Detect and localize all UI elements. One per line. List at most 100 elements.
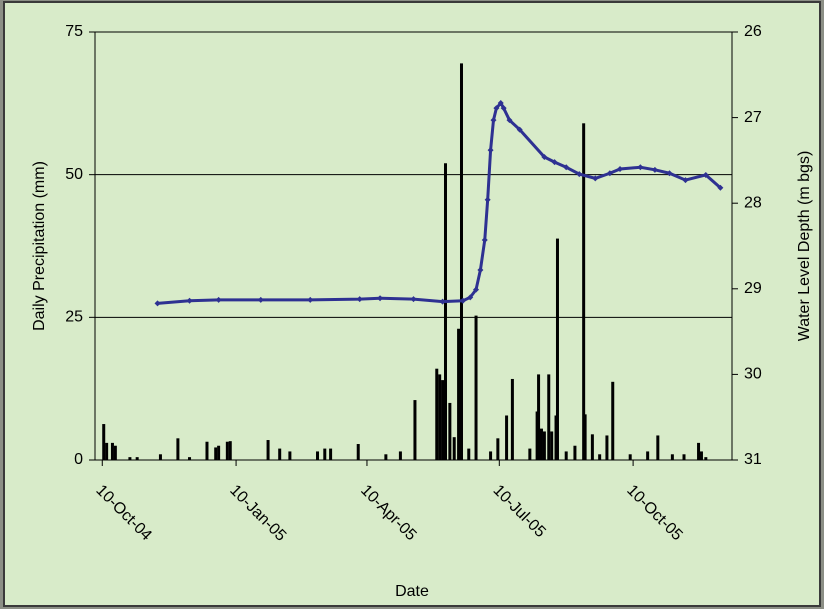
y-tick-label: 50	[65, 166, 83, 183]
precip-bar	[646, 451, 650, 460]
precip-bar	[555, 238, 559, 460]
water-level-marker	[459, 297, 466, 304]
precip-bar	[528, 448, 532, 460]
precip-bar	[605, 435, 609, 460]
water-level-marker	[467, 294, 474, 301]
precip-bar	[329, 448, 333, 460]
precip-bar	[441, 380, 445, 460]
water-level-marker	[606, 170, 613, 177]
precip-bar	[413, 400, 417, 460]
precip-bar	[176, 438, 180, 460]
water-level-marker	[651, 166, 658, 173]
precip-bar	[537, 374, 541, 460]
precip-bar	[288, 451, 292, 460]
water-level-marker	[477, 266, 484, 273]
precip-bar	[474, 315, 478, 460]
water-level-marker	[666, 170, 673, 177]
water-level-marker	[257, 296, 264, 303]
precip-bar	[102, 424, 106, 460]
precip-bar	[158, 454, 162, 460]
precip-bar	[113, 445, 117, 460]
water-level-marker	[154, 300, 161, 307]
y2-tick-label: 31	[744, 451, 762, 468]
precip-bar	[697, 442, 701, 460]
water-level-marker	[563, 164, 570, 171]
precip-bar	[704, 457, 708, 460]
water-level-marker	[410, 296, 417, 303]
water-level-marker	[551, 159, 558, 166]
precip-bar	[278, 448, 282, 460]
precip-bar	[188, 457, 192, 460]
precip-bar	[110, 442, 114, 460]
precip-bar	[266, 440, 270, 460]
water-level-marker	[702, 171, 709, 178]
precip-bar	[542, 431, 546, 460]
precip-bar	[505, 415, 509, 460]
precip-bar	[316, 451, 320, 460]
precip-bar	[682, 454, 686, 460]
y2-axis-label: Water Level Depth (m bgs)	[796, 151, 813, 342]
y2-tick-label: 26	[744, 23, 762, 40]
precip-bar	[214, 447, 218, 460]
precip-bar	[496, 438, 500, 460]
water-level-marker	[356, 296, 363, 303]
precip-bar	[105, 442, 109, 460]
water-level-marker	[516, 126, 523, 133]
precip-bar	[547, 374, 551, 460]
water-level-marker	[490, 117, 497, 124]
precip-bar	[564, 451, 568, 460]
water-level-marker	[215, 296, 222, 303]
y-tick-label: 25	[65, 309, 83, 326]
water-level-marker	[541, 153, 548, 160]
precip-bar	[452, 437, 456, 460]
precip-bar	[510, 378, 514, 460]
precip-bar	[598, 454, 602, 460]
water-level-marker	[592, 175, 599, 182]
precip-bar	[128, 457, 132, 460]
precip-bar	[443, 163, 447, 460]
precip-bar	[550, 431, 554, 460]
water-level-marker	[617, 165, 624, 172]
water-level-marker	[377, 295, 384, 302]
y2-tick-label: 28	[744, 194, 762, 211]
precip-bar	[225, 441, 229, 460]
precip-bar	[539, 428, 543, 460]
water-level-marker	[481, 237, 488, 244]
water-level-marker	[506, 117, 513, 124]
water-level-marker	[487, 147, 494, 154]
precip-bar	[228, 441, 232, 460]
precip-bar	[583, 414, 587, 460]
precip-bar	[135, 457, 139, 460]
precip-bar	[323, 448, 327, 460]
precip-bar	[435, 368, 439, 460]
precip-bar	[459, 63, 463, 461]
precip-bar	[628, 454, 632, 460]
precip-bar	[467, 448, 471, 460]
precip-bar	[573, 445, 577, 460]
water-level-marker	[493, 105, 500, 112]
chart-frame	[3, 1, 821, 607]
y-tick-label: 0	[74, 451, 83, 468]
water-level-marker	[717, 184, 724, 191]
water-level-marker	[186, 297, 193, 304]
precip-bar	[438, 374, 442, 460]
y2-tick-label: 29	[744, 280, 762, 297]
precip-bar	[670, 454, 674, 460]
precip-bar	[398, 451, 402, 460]
precip-bar	[489, 451, 493, 460]
precip-bar	[205, 441, 209, 460]
precip-bar	[582, 123, 586, 460]
precip-bar	[656, 435, 660, 460]
y-tick-label: 75	[65, 23, 83, 40]
water-level-marker	[484, 196, 491, 203]
precip-bar	[611, 381, 615, 460]
precip-bar	[699, 451, 703, 460]
precip-bar	[356, 444, 360, 460]
water-level-marker	[307, 296, 314, 303]
precip-bar	[590, 434, 594, 460]
precip-bar	[384, 454, 388, 460]
y-axis-label: Daily Precipitation (mm)	[31, 161, 48, 331]
y2-tick-label: 27	[744, 109, 762, 126]
